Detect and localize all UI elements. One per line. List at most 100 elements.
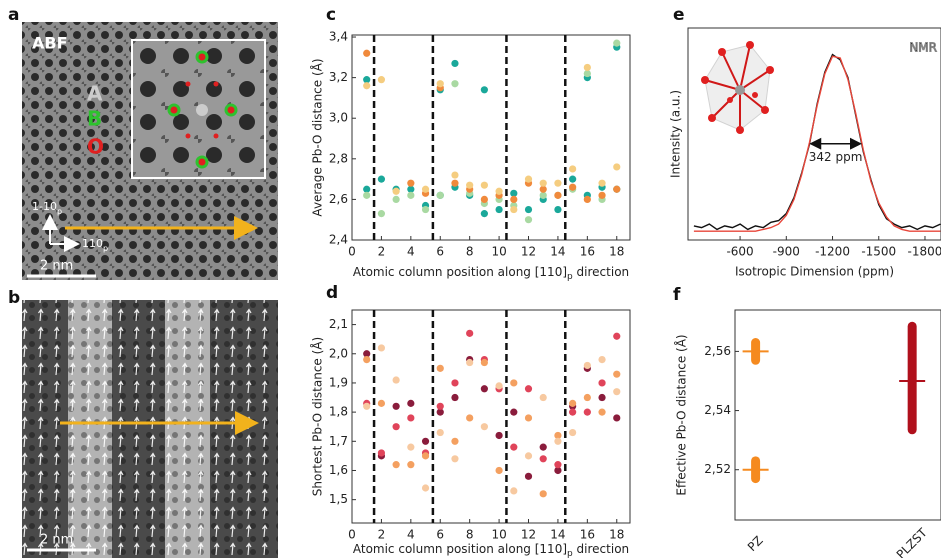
point xyxy=(407,192,414,199)
panel-letter: a xyxy=(8,5,19,25)
panel-letter: b xyxy=(8,288,20,308)
x-axis-label-part: Atomic column position along [110] xyxy=(353,542,567,556)
point xyxy=(554,206,561,213)
point xyxy=(393,403,400,410)
y-tick-label: 2,6 xyxy=(329,192,348,206)
y-axis-label: Shortest Pb-O distance (Å) xyxy=(310,337,325,496)
x-tick-label: 8 xyxy=(466,245,474,259)
point xyxy=(481,359,488,366)
scale-label: 2 nm xyxy=(40,533,73,548)
point xyxy=(451,455,458,462)
point xyxy=(540,490,547,497)
point xyxy=(554,192,561,199)
point xyxy=(569,165,576,172)
y-tick-label: 1,6 xyxy=(329,463,348,477)
point xyxy=(525,473,532,480)
point xyxy=(598,379,605,386)
x-axis-label: Isotropic Dimension (ppm) xyxy=(735,265,894,279)
point xyxy=(451,60,458,67)
point xyxy=(613,414,620,421)
point xyxy=(554,461,561,468)
point xyxy=(437,80,444,87)
point xyxy=(569,184,576,191)
site-label: O xyxy=(87,135,104,159)
x-tick-label: 14 xyxy=(550,528,565,542)
point xyxy=(525,385,532,392)
point xyxy=(378,176,385,183)
x-tick-label: -1800 xyxy=(908,245,941,259)
x-tick-label: 4 xyxy=(407,528,415,542)
x-tick-label: 6 xyxy=(436,528,444,542)
y-tick-label: 2,54 xyxy=(704,403,731,417)
point xyxy=(598,356,605,363)
point xyxy=(569,176,576,183)
point xyxy=(466,359,473,366)
point xyxy=(466,182,473,189)
point xyxy=(363,50,370,57)
point xyxy=(451,171,458,178)
y-tick-label: 3,0 xyxy=(329,111,348,125)
x-tick-label: -1200 xyxy=(815,245,850,259)
x-tick-label: 18 xyxy=(609,528,624,542)
annotation: 342 ppm xyxy=(809,150,863,164)
point xyxy=(437,192,444,199)
x-tick-label: 12 xyxy=(521,528,536,542)
point xyxy=(481,423,488,430)
point xyxy=(407,414,414,421)
panel-letter: d xyxy=(326,283,338,303)
point xyxy=(437,365,444,372)
point xyxy=(393,376,400,383)
point xyxy=(540,180,547,187)
point xyxy=(525,216,532,223)
point xyxy=(540,444,547,451)
point xyxy=(554,180,561,187)
polyhedron-icon xyxy=(701,41,774,134)
point xyxy=(437,403,444,410)
y-tick-label: 2,8 xyxy=(329,151,348,165)
point xyxy=(613,388,620,395)
point xyxy=(363,403,370,410)
point xyxy=(378,210,385,217)
point xyxy=(422,186,429,193)
point xyxy=(584,394,591,401)
x-tick-label: -600 xyxy=(726,245,753,259)
x-axis-label: Atomic column position along [110]p dire… xyxy=(353,542,629,558)
x-tick-label: 16 xyxy=(580,528,595,542)
y-axis-label: Intensity (a.u.) xyxy=(669,90,683,178)
point xyxy=(407,180,414,187)
point xyxy=(393,196,400,203)
point xyxy=(481,210,488,217)
point xyxy=(422,438,429,445)
x-tick-label: 2 xyxy=(378,528,386,542)
point xyxy=(481,385,488,392)
point xyxy=(481,182,488,189)
point xyxy=(495,382,502,389)
point xyxy=(540,394,547,401)
point xyxy=(466,330,473,337)
figure: a ABF A B O 1-10p 110p 2 nm b 2 nm c2,42… xyxy=(0,0,941,558)
x-tick-label: 0 xyxy=(348,528,356,542)
point xyxy=(407,400,414,407)
point xyxy=(378,449,385,456)
panel-letter: e xyxy=(673,5,685,25)
point xyxy=(407,444,414,451)
x-tick-label: PZ xyxy=(745,533,766,554)
point xyxy=(363,82,370,89)
scale-label: 2 nm xyxy=(40,259,73,274)
point xyxy=(393,423,400,430)
point xyxy=(613,333,620,340)
x-tick-label: 10 xyxy=(491,245,506,259)
x-axis-label-part: direction xyxy=(573,265,629,279)
x-axis-label: Atomic column position along [110]p dire… xyxy=(353,265,629,282)
x-tick-label: -900 xyxy=(773,245,800,259)
point xyxy=(510,409,517,416)
x-tick-label: 0 xyxy=(348,245,356,259)
point xyxy=(495,432,502,439)
point xyxy=(393,461,400,468)
point xyxy=(451,438,458,445)
point xyxy=(393,188,400,195)
point xyxy=(584,64,591,71)
y-tick-label: 3,4 xyxy=(329,30,348,44)
panel-b: b 2 nm xyxy=(8,288,278,558)
site-label: A xyxy=(87,82,103,106)
